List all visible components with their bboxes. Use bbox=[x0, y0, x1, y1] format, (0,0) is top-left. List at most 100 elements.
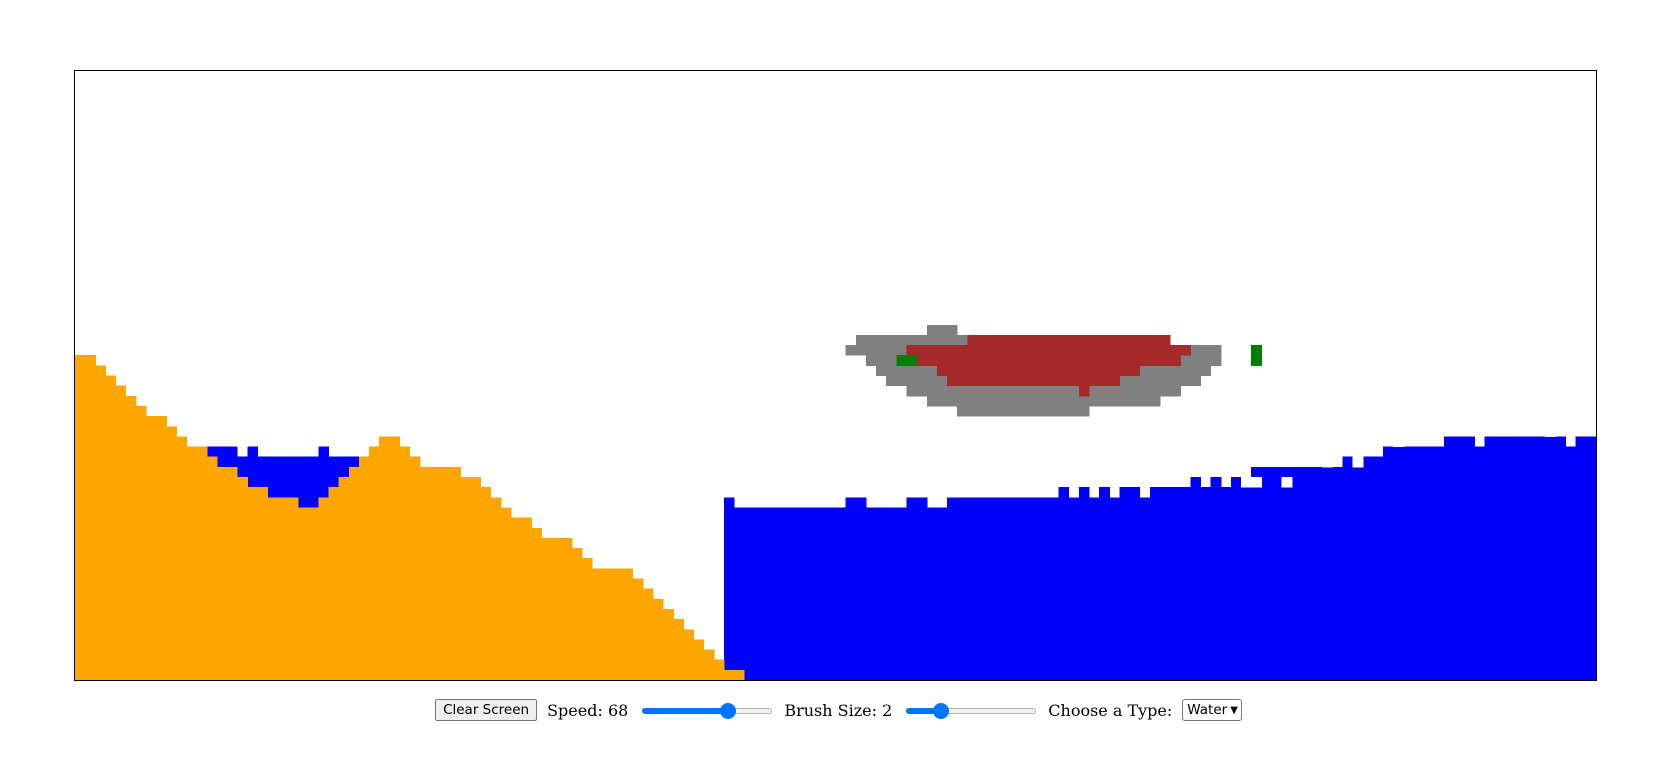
sand-column bbox=[267, 497, 279, 680]
sand-column bbox=[622, 568, 634, 680]
clear-screen-button[interactable]: Clear Screen bbox=[435, 699, 538, 721]
sand-column bbox=[95, 365, 106, 680]
sand-column bbox=[541, 537, 553, 680]
sand-column bbox=[673, 619, 684, 680]
water-gap bbox=[1322, 456, 1333, 468]
brush-size-slider[interactable] bbox=[906, 702, 1037, 719]
water-column bbox=[805, 507, 816, 680]
water-column bbox=[1565, 446, 1577, 680]
plant-row bbox=[1251, 345, 1262, 356]
plant-row bbox=[896, 355, 918, 366]
stone-row bbox=[1139, 365, 1212, 376]
brush-size-label: Brush Size: 2 bbox=[784, 700, 893, 720]
sand-column bbox=[440, 466, 451, 680]
sand-column bbox=[196, 446, 208, 680]
stone-row bbox=[957, 405, 1090, 417]
water-gap bbox=[1281, 477, 1293, 488]
water-column bbox=[926, 507, 938, 680]
water-column bbox=[1281, 466, 1293, 680]
water-gap bbox=[196, 436, 208, 448]
water-column bbox=[1535, 436, 1546, 680]
speed-slider[interactable] bbox=[642, 702, 773, 719]
sand-column bbox=[85, 355, 96, 680]
sand-column bbox=[145, 416, 157, 680]
stone-row bbox=[1190, 345, 1222, 356]
sand-column bbox=[186, 446, 198, 680]
water-column bbox=[916, 497, 928, 680]
control-bar: Clear Screen Speed: 68 Brush Size: 2 Cho… bbox=[0, 697, 1677, 723]
water-column bbox=[906, 497, 918, 680]
sand-column bbox=[287, 497, 299, 680]
sand-column bbox=[166, 426, 177, 680]
water-column bbox=[855, 497, 867, 680]
water-gap bbox=[237, 436, 248, 448]
wood-row bbox=[967, 334, 1171, 346]
water-column bbox=[1109, 497, 1120, 680]
water-column bbox=[997, 497, 1009, 680]
sand-column bbox=[216, 466, 228, 680]
simulation-canvas[interactable] bbox=[74, 70, 1597, 681]
sand-column bbox=[582, 558, 593, 680]
sand-column bbox=[602, 568, 613, 680]
water-column bbox=[1180, 487, 1191, 680]
sand-column bbox=[521, 517, 532, 680]
water-column bbox=[1210, 477, 1222, 680]
water-column bbox=[1423, 446, 1435, 680]
sand-column bbox=[683, 629, 695, 680]
water-column bbox=[1332, 466, 1343, 680]
water-column bbox=[835, 507, 847, 680]
water-column bbox=[1089, 497, 1100, 680]
sand-column bbox=[551, 537, 563, 680]
speed-label: Speed: 68 bbox=[547, 700, 629, 720]
speed-slider-fill bbox=[642, 708, 729, 714]
water-column bbox=[1342, 456, 1354, 680]
sand-column bbox=[369, 446, 380, 680]
water-column bbox=[1058, 487, 1070, 680]
sand-column bbox=[156, 416, 167, 680]
stone-row bbox=[926, 324, 958, 336]
sand-column bbox=[531, 527, 542, 680]
water-column bbox=[764, 507, 776, 680]
water-column bbox=[1545, 436, 1556, 680]
sand-column bbox=[490, 497, 502, 680]
water-column bbox=[1048, 497, 1060, 680]
water-column bbox=[1575, 436, 1587, 680]
water-column bbox=[723, 497, 735, 680]
water-column bbox=[1372, 456, 1384, 680]
particle-grid[interactable] bbox=[75, 71, 1596, 680]
water-gap bbox=[1241, 477, 1252, 488]
sand-column bbox=[298, 507, 309, 680]
brush-slider-fill bbox=[906, 708, 942, 714]
water-column bbox=[1038, 497, 1049, 680]
sand-column bbox=[115, 385, 127, 680]
water-column bbox=[1241, 477, 1252, 680]
type-label: Choose a Type: bbox=[1048, 700, 1173, 720]
water-column bbox=[1413, 446, 1425, 680]
type-select[interactable]: Water ▼ bbox=[1182, 699, 1242, 721]
water-column bbox=[1068, 497, 1080, 680]
stone-row bbox=[855, 334, 968, 346]
sand-column bbox=[612, 568, 624, 680]
wood-row bbox=[936, 365, 1141, 376]
sand-column bbox=[409, 456, 421, 680]
stone-row bbox=[1170, 355, 1222, 366]
water-column bbox=[1585, 436, 1596, 680]
water-column bbox=[845, 497, 857, 680]
water-column bbox=[957, 497, 968, 680]
sand-column bbox=[206, 456, 218, 680]
sand-column bbox=[642, 588, 654, 680]
water-column bbox=[1322, 466, 1333, 680]
sand-column bbox=[237, 477, 248, 680]
water-column bbox=[1271, 466, 1283, 680]
sand-column bbox=[429, 466, 441, 680]
water-column bbox=[1352, 466, 1364, 680]
sand-column bbox=[389, 436, 400, 680]
water-gap bbox=[1251, 477, 1262, 488]
water-column bbox=[1454, 436, 1465, 680]
water-column bbox=[1170, 487, 1181, 680]
water-column bbox=[886, 507, 897, 680]
wood-row bbox=[916, 355, 1181, 366]
brush-slider-thumb[interactable] bbox=[933, 703, 950, 719]
speed-slider-thumb[interactable] bbox=[720, 703, 737, 719]
sand-column bbox=[693, 639, 705, 680]
